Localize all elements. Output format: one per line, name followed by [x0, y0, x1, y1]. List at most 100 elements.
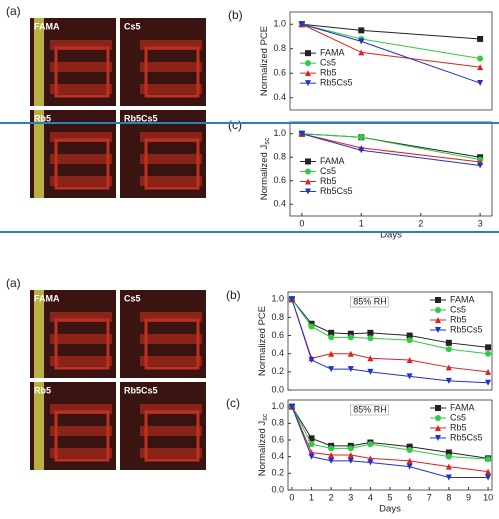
legend-label: Rb5	[450, 314, 467, 324]
marker	[435, 307, 441, 313]
y-axis-title: Normalized Jsc	[259, 137, 271, 200]
marker	[435, 425, 441, 431]
photo-stripe	[50, 426, 112, 436]
marker	[305, 158, 311, 165]
photo-grid	[144, 410, 200, 462]
photo-grid	[144, 318, 200, 370]
photo-label: Rb5Cs5	[124, 385, 158, 395]
legend-label: Cs5	[450, 412, 466, 422]
marker	[347, 366, 354, 373]
photo-grid	[144, 46, 200, 98]
y-axis-title: Normalized PCE	[259, 26, 270, 96]
legend-label: Rb5	[320, 68, 337, 78]
marker	[485, 368, 492, 375]
photo-stripe	[140, 448, 202, 458]
x-tick-label: 4	[368, 492, 373, 502]
marker	[445, 463, 452, 470]
marker	[406, 457, 413, 464]
marker	[367, 368, 374, 375]
y-tick-label: 0.6	[273, 68, 286, 78]
photo-stripe	[140, 132, 202, 142]
marker	[485, 468, 492, 475]
legend-label: Rb5Cs5	[450, 324, 483, 334]
legend-label: FAMA	[450, 402, 475, 412]
photo-stripe	[50, 132, 112, 142]
photo-grid	[54, 410, 110, 462]
legend-label: FAMA	[320, 156, 345, 166]
marker	[445, 364, 452, 371]
annotation-box	[349, 404, 389, 416]
y-axis-title: Normalized PCE	[257, 306, 268, 376]
marker	[485, 474, 492, 481]
y-axis-title-main: Normalized PCE	[259, 26, 270, 96]
series-line	[291, 406, 489, 473]
photo-stripe	[140, 426, 202, 436]
legend-label: Cs5	[450, 304, 466, 314]
photo-edge	[34, 18, 44, 106]
marker	[308, 453, 315, 460]
photo-stripe	[50, 40, 112, 50]
plot-frame	[289, 11, 493, 111]
x-tick-label: 9	[466, 492, 471, 502]
x-tick-label: 2	[418, 218, 423, 228]
x-axis-title: Days	[380, 230, 402, 241]
marker	[358, 147, 365, 154]
panel-label: (b)	[228, 8, 243, 22]
marker	[367, 335, 374, 342]
y-tick-label: 0.8	[273, 43, 286, 53]
y-tick-label: 0.6	[273, 175, 286, 185]
photo-grid	[54, 318, 110, 370]
x-tick-label: 5	[387, 492, 392, 502]
marker	[485, 344, 492, 351]
photo-stripe	[140, 84, 202, 94]
photo-edge	[34, 110, 44, 198]
legend-label: Rb5Cs5	[320, 78, 353, 88]
marker	[328, 452, 335, 458]
marker	[477, 35, 484, 42]
marker	[305, 70, 311, 77]
marker	[445, 453, 452, 460]
marker	[435, 297, 441, 303]
x-tick-label: 10	[483, 492, 493, 502]
plot-frame	[287, 291, 493, 391]
legend-label: Cs5	[320, 58, 336, 68]
photo-stripe	[140, 40, 202, 50]
marker	[305, 178, 311, 185]
photo-stripe	[50, 62, 112, 72]
marker	[435, 435, 441, 441]
marker	[288, 403, 295, 410]
y-axis-title-main: Normalized PCE	[257, 306, 268, 376]
marker	[406, 337, 413, 344]
photo-label: Rb5Cs5	[124, 113, 158, 123]
marker	[367, 355, 374, 362]
photo-label: FAMA	[34, 293, 60, 303]
y-axis-title-main: Normalized J	[259, 145, 270, 201]
photo-stripe	[140, 356, 202, 366]
y-tick-label: 0.4	[271, 451, 284, 461]
series-line	[291, 298, 489, 348]
marker	[358, 49, 365, 56]
photo-stripe	[50, 448, 112, 458]
photo-grid	[54, 46, 110, 98]
annotation: 85% RH	[353, 404, 387, 414]
photo-stripe	[50, 356, 112, 366]
marker	[347, 350, 354, 357]
marker	[305, 188, 311, 195]
x-tick-label: 1	[359, 218, 364, 228]
photo-edge	[34, 290, 44, 378]
x-tick-label: 2	[329, 492, 334, 502]
photo-edge	[34, 382, 44, 470]
y-tick-label: 0.8	[273, 152, 286, 162]
marker	[367, 441, 374, 448]
marker	[347, 445, 354, 452]
marker	[328, 445, 335, 452]
marker	[358, 38, 365, 45]
marker	[406, 443, 413, 450]
marker	[298, 21, 305, 28]
marker	[347, 334, 354, 341]
y-tick-label: 0.2	[271, 366, 284, 376]
x-tick-label: 0	[299, 218, 304, 228]
marker	[406, 463, 413, 470]
photo-grid	[54, 138, 110, 190]
